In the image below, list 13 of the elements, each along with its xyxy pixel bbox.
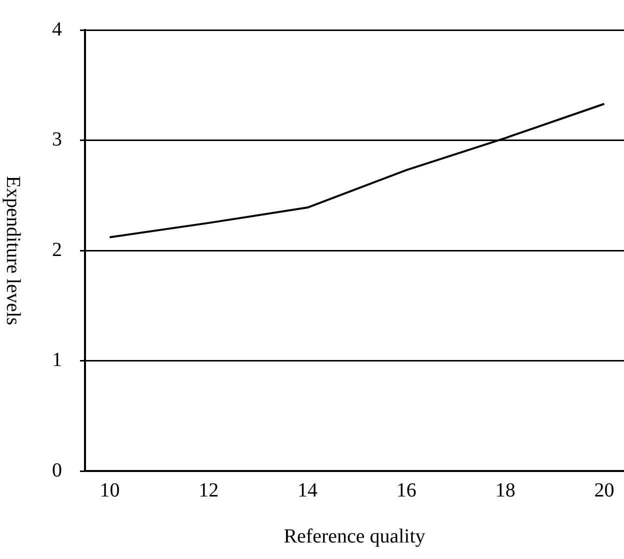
y-tick-label: 0	[52, 459, 62, 482]
y-tick-label: 3	[52, 128, 62, 150]
y-tick-label: 1	[52, 349, 62, 371]
y-tick-label: 4	[52, 18, 62, 40]
y-axis-title: Expenditure levels	[2, 176, 24, 326]
x-tick-label: 10	[100, 479, 120, 502]
y-tick-label: 2	[52, 238, 62, 261]
x-axis-title: Reference quality	[284, 525, 426, 548]
x-tick-label: 14	[298, 479, 318, 502]
x-tick-label: 12	[198, 479, 219, 502]
x-tick-label: 20	[594, 479, 614, 502]
x-tick-label: 16	[396, 479, 416, 502]
x-tick-label: 18	[495, 479, 516, 502]
